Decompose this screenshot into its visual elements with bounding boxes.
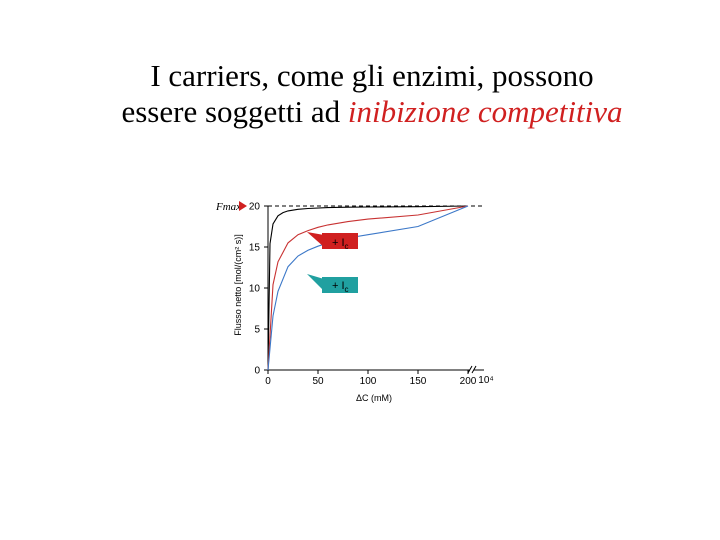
y-tick-label: 10	[249, 284, 261, 295]
title-highlight: inibizione competitiva	[347, 94, 623, 129]
annotation-subscript-1: c	[345, 285, 349, 294]
x-tick-label: 100	[360, 376, 377, 387]
series-line-2	[267, 205, 469, 371]
fmax-marker	[239, 201, 247, 211]
y-tick-label: 0	[254, 366, 260, 377]
annotation-arrow-1	[307, 274, 324, 291]
annotation-text-1: + Ic	[332, 280, 349, 294]
series-line-0	[267, 205, 469, 371]
fmax-label: Fmax	[215, 201, 241, 213]
x-tick-label: 200	[460, 376, 477, 387]
annotation-text-0: + Ic	[332, 237, 349, 251]
x-tick-label: 150	[410, 376, 427, 387]
x-break-tick-label: 10⁴	[478, 375, 493, 386]
series-line-1	[267, 205, 469, 371]
x-axis-label: ΔC (mM)	[356, 393, 392, 403]
annotation-box-1	[322, 277, 358, 293]
x-tick-label: 50	[312, 376, 324, 387]
annotation-subscript-0: c	[345, 242, 349, 251]
slide-title: I carriers, come gli enzimi, possono ess…	[0, 58, 720, 130]
y-axis-label: Flusso netto [mol/(cm² s)]	[233, 234, 243, 336]
title-line-1: I carriers, come gli enzimi, possono	[150, 58, 594, 93]
annotation-arrow-0	[307, 232, 324, 247]
y-tick-label: 20	[249, 202, 261, 213]
title-line-2-prefix: essere soggetti ad	[121, 94, 348, 129]
x-tick-label: 0	[265, 376, 271, 387]
y-tick-label: 5	[254, 325, 260, 336]
annotation-box-0	[322, 233, 358, 249]
title-line-2: essere soggetti ad inibizione competitiv…	[0, 94, 720, 130]
x-axis-break-mark	[467, 365, 477, 374]
y-tick-label: 15	[249, 243, 261, 254]
